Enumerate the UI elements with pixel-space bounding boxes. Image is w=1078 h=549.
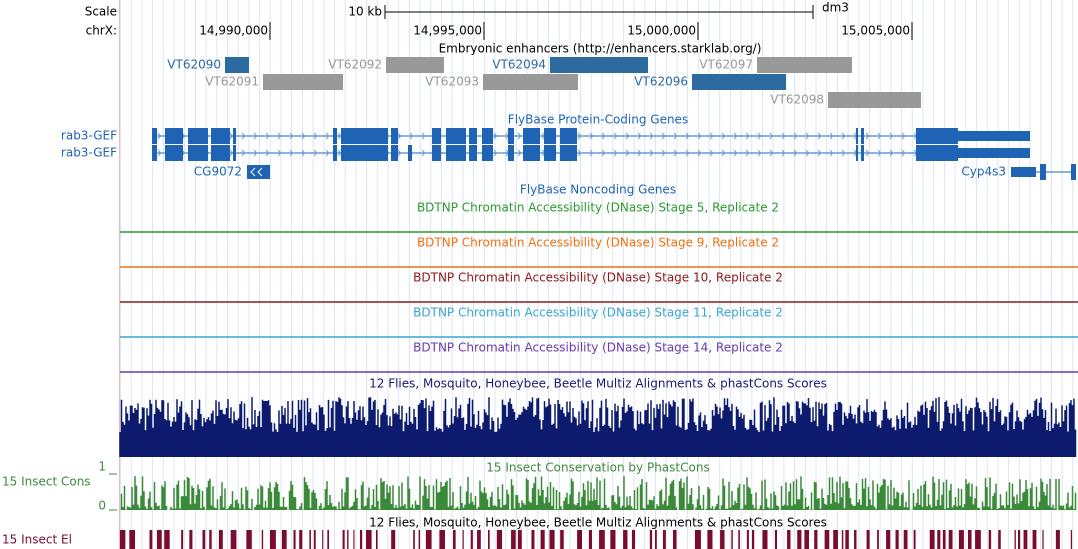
utr — [958, 148, 1030, 158]
exon — [508, 128, 514, 144]
phastcons-bars — [119, 476, 1077, 510]
enhancer-label: VT62091 — [205, 75, 259, 89]
track-title: BDTNP Chromatin Accessibility (DNase) St… — [413, 271, 783, 285]
track-label: 15 Insect Cons — [2, 475, 91, 489]
enhancer-label: VT62096 — [634, 75, 688, 89]
exon — [152, 145, 157, 161]
track-title: Embryonic enhancers (http://enhancers.st… — [439, 42, 762, 56]
strand-arrows — [250, 167, 263, 177]
enhancer-label: VT62097 — [699, 58, 753, 72]
exon — [861, 145, 864, 161]
enhancer — [386, 57, 444, 73]
exon — [408, 145, 412, 161]
exon — [165, 128, 183, 144]
track-title: BDTNP Chromatin Accessibility (DNase) St… — [417, 236, 779, 250]
exon — [233, 145, 236, 161]
enhancer — [225, 57, 249, 73]
exon — [165, 145, 183, 161]
exon — [432, 145, 441, 161]
scale-label: Scale — [85, 5, 117, 19]
exon — [523, 145, 540, 161]
enhancer-label: VT62098 — [770, 93, 824, 107]
exon — [560, 128, 577, 144]
exon — [446, 145, 466, 161]
axis-label: 0 — [98, 499, 106, 513]
exon — [523, 128, 540, 144]
enhancer-label: VT62092 — [328, 58, 382, 72]
exon — [233, 128, 236, 144]
exon — [391, 145, 398, 161]
exon — [469, 128, 477, 144]
conservation-bars — [119, 397, 1077, 457]
exon — [856, 128, 858, 144]
gene-label: CG9072 — [194, 165, 242, 179]
track-title: 15 Insect Conservation by PhastCons — [486, 461, 709, 475]
scale-bar-label: 10 kb — [348, 5, 382, 19]
position-label: 14,995,000 — [413, 24, 482, 38]
position-label: 15,000,000 — [627, 24, 696, 38]
exon — [341, 128, 388, 144]
enhancer — [483, 74, 578, 90]
exon — [469, 145, 477, 161]
position-label: 14,990,000 — [199, 24, 268, 38]
exon — [446, 128, 466, 144]
exon — [544, 128, 556, 144]
position-label: 15,005,000 — [841, 24, 910, 38]
enhancer — [828, 92, 921, 108]
conserved-elements — [120, 530, 1073, 549]
exon — [432, 128, 441, 144]
exon — [188, 145, 208, 161]
gene-label: Cyp4s3 — [961, 165, 1006, 179]
exon — [1071, 164, 1076, 180]
exon — [544, 145, 556, 161]
chrom-label: chrX: — [86, 24, 117, 38]
exon — [333, 128, 337, 144]
track-label: 15 Insect El — [2, 533, 72, 547]
exon — [916, 128, 958, 144]
exon — [1040, 164, 1046, 180]
enhancer-label: VT62093 — [425, 75, 479, 89]
exon — [856, 145, 858, 161]
exon — [560, 145, 577, 161]
utr — [958, 131, 1030, 141]
enhancer — [263, 74, 343, 90]
axis-label: 1 — [98, 460, 106, 474]
gene-label: rab3-GEF — [61, 129, 117, 143]
exon — [861, 128, 864, 144]
track-title: FlyBase Protein-Coding Genes — [508, 113, 688, 127]
exon — [152, 128, 157, 144]
enhancer — [550, 57, 648, 73]
track-title: 12 Flies, Mosquito, Honeybee, Beetle Mul… — [369, 516, 827, 530]
exon — [188, 128, 208, 144]
track-title: BDTNP Chromatin Accessibility (DNase) St… — [413, 306, 783, 320]
utr — [1011, 167, 1036, 177]
exon — [211, 145, 230, 161]
exon — [341, 145, 388, 161]
track-title: BDTNP Chromatin Accessibility (DNase) St… — [417, 201, 779, 215]
exon — [508, 145, 514, 161]
enhancer — [692, 74, 786, 90]
enhancer-label: VT62094 — [492, 58, 546, 72]
enhancer-label: VT62090 — [167, 58, 221, 72]
exon — [482, 128, 493, 144]
track-title: BDTNP Chromatin Accessibility (DNase) St… — [413, 341, 783, 355]
track-title: FlyBase Noncoding Genes — [520, 183, 676, 197]
gene-label: rab3-GEF — [61, 146, 117, 160]
exon — [211, 128, 230, 144]
exon — [482, 145, 493, 161]
exon — [391, 128, 398, 144]
assembly: dm3 — [822, 1, 849, 15]
track-title: 12 Flies, Mosquito, Honeybee, Beetle Mul… — [369, 377, 827, 391]
enhancer — [757, 57, 852, 73]
exon — [333, 145, 337, 161]
exon — [916, 145, 958, 161]
